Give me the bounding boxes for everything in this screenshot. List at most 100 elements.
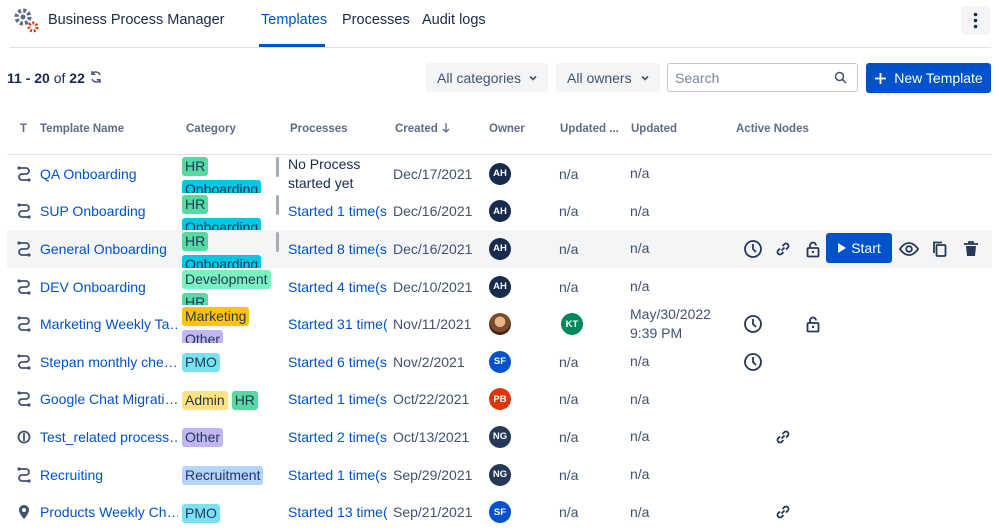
- column-header[interactable]: Template Name: [40, 123, 124, 135]
- eye-icon[interactable]: [898, 239, 920, 262]
- processes[interactable]: Started 4 time(s): [288, 278, 387, 295]
- clock-icon[interactable]: [743, 314, 763, 337]
- chevron-icon: [641, 75, 649, 81]
- table-row[interactable]: Test_related process… Other Started 2 time…: [7, 418, 992, 456]
- updated-by: n/a: [559, 381, 619, 419]
- play-icon: [837, 240, 847, 256]
- column-label: Owner: [489, 123, 525, 135]
- category-tag: Development: [182, 269, 271, 289]
- tab[interactable]: Audit logs: [422, 12, 486, 28]
- table-row[interactable]: SUP Onboarding HR Onboarding Started 1 time…: [7, 193, 992, 231]
- tab[interactable]: Templates: [261, 12, 328, 28]
- owner: AH: [489, 193, 513, 231]
- column-header[interactable]: Updated: [631, 123, 677, 135]
- table-row[interactable]: Marketing Weekly Ta… Marketing Other Starte…: [7, 305, 992, 343]
- owner-filter[interactable]: All owners: [556, 63, 660, 92]
- column-label: T: [20, 123, 28, 135]
- owner-avatar: AH: [489, 162, 511, 185]
- pagination-of: of: [53, 70, 66, 86]
- start-button[interactable]: Start: [826, 233, 892, 264]
- category-tag: Onboarding: [182, 217, 262, 231]
- table-row[interactable]: Products Weekly Ch…PMO Started 13 time(s)…: [7, 493, 992, 531]
- template-name[interactable]: Products Weekly Ch…: [40, 504, 178, 521]
- category-tag: HR: [231, 390, 258, 410]
- pagination-total: 22: [69, 70, 85, 86]
- more-button[interactable]: [961, 6, 990, 35]
- processes[interactable]: Started 1 time(s): [288, 391, 387, 408]
- tab[interactable]: Processes: [342, 12, 410, 28]
- app-logo: [14, 8, 39, 33]
- category-filter[interactable]: All categories: [426, 63, 548, 92]
- clock-icon[interactable]: [743, 352, 763, 375]
- processes[interactable]: Started 2 time(s): [288, 428, 387, 445]
- trash-icon[interactable]: [961, 239, 981, 262]
- template-name[interactable]: Recruiting: [40, 466, 104, 483]
- processes[interactable]: Started 1 time(s): [288, 466, 387, 483]
- category-list: PMO: [182, 502, 275, 523]
- processes[interactable]: Started 1 time(s): [288, 203, 387, 220]
- table-row[interactable]: General Onboarding HR Onboarding Started 8 …: [7, 230, 992, 268]
- template-name[interactable]: DEV Onboarding: [40, 278, 146, 295]
- category-list: PMO: [182, 351, 275, 373]
- new-template-button[interactable]: New Template: [866, 63, 991, 93]
- lock-icon[interactable]: [803, 314, 823, 337]
- template-name[interactable]: Test_related process…: [40, 428, 178, 445]
- processes: No Process started yet: [288, 155, 361, 191]
- processes[interactable]: Started 31 time(s): [288, 316, 387, 333]
- link-icon[interactable]: [773, 502, 793, 525]
- updated-by: n/a: [559, 193, 619, 231]
- sort-arrow: [442, 123, 450, 135]
- refresh-icon[interactable]: [89, 70, 103, 84]
- category-cell: PMO: [182, 343, 275, 381]
- template-name[interactable]: QA Onboarding: [40, 165, 137, 182]
- table-row[interactable]: Stepan monthly che… PMO Started 6 time(s) N…: [7, 343, 992, 381]
- updated: n/a: [630, 503, 650, 520]
- created-date: Dec/16/2021: [393, 240, 473, 257]
- category-tag: Recruitment: [182, 466, 264, 486]
- owner: SF: [489, 343, 513, 381]
- created-date: Dec/17/2021: [393, 165, 473, 182]
- template-name[interactable]: SUP Onboarding: [40, 203, 146, 220]
- column-header: Active Nodes: [736, 123, 809, 135]
- template-name[interactable]: Stepan monthly che…: [40, 353, 178, 370]
- chevron-icon: [529, 75, 537, 81]
- link-icon[interactable]: [773, 239, 793, 262]
- column-header[interactable]: Category: [186, 123, 236, 135]
- category-cell: Development HR: [182, 268, 275, 306]
- owner: [489, 305, 513, 343]
- owner: NG: [489, 418, 513, 456]
- column-header[interactable]: Created: [395, 123, 450, 135]
- updated-by: n/a: [559, 268, 619, 306]
- created-date: Oct/22/2021: [393, 391, 470, 408]
- processes[interactable]: Started 6 time(s): [288, 353, 387, 370]
- link-icon[interactable]: [773, 427, 793, 450]
- search-input[interactable]: Search: [667, 63, 858, 92]
- copy-icon[interactable]: [930, 239, 950, 262]
- column-label: Updated: [631, 123, 677, 135]
- category-tag: HR: [182, 232, 209, 252]
- column-header: T: [20, 123, 27, 135]
- clock-icon[interactable]: [743, 239, 763, 262]
- category-list: HR Onboarding: [182, 230, 275, 268]
- updated-by: n/a: [559, 343, 619, 381]
- template-name[interactable]: General Onboarding: [40, 240, 167, 257]
- column-header[interactable]: Processes: [290, 123, 348, 135]
- table-row[interactable]: Recruiting Recruitment Started 1 time(s) Se…: [7, 456, 992, 494]
- category-list: Admin HR: [182, 389, 275, 410]
- template-name[interactable]: Marketing Weekly Ta…: [40, 316, 178, 333]
- table-row[interactable]: Google Chat Migrati… Admin HR Started 1 tim…: [7, 381, 992, 419]
- column-header[interactable]: Updated ...: [560, 123, 619, 135]
- table-row[interactable]: QA Onboarding HR Onboarding No Process star…: [7, 155, 992, 193]
- owner: NG: [489, 456, 513, 494]
- template-name[interactable]: Google Chat Migrati…: [40, 391, 178, 408]
- category-tag: HR: [182, 157, 209, 176]
- column-label: Created: [395, 123, 438, 135]
- table-row[interactable]: DEV Onboarding Development HR Started 4 tim…: [7, 268, 992, 306]
- category-list: HR Onboarding: [182, 193, 275, 231]
- lock-icon[interactable]: [803, 239, 823, 262]
- processes[interactable]: Started 8 time(s): [288, 240, 387, 257]
- column-header[interactable]: Owner: [489, 123, 525, 135]
- processes[interactable]: Started 13 time(s): [288, 504, 387, 521]
- category-tag: Admin: [182, 390, 228, 410]
- owner-avatar: AH: [489, 200, 511, 223]
